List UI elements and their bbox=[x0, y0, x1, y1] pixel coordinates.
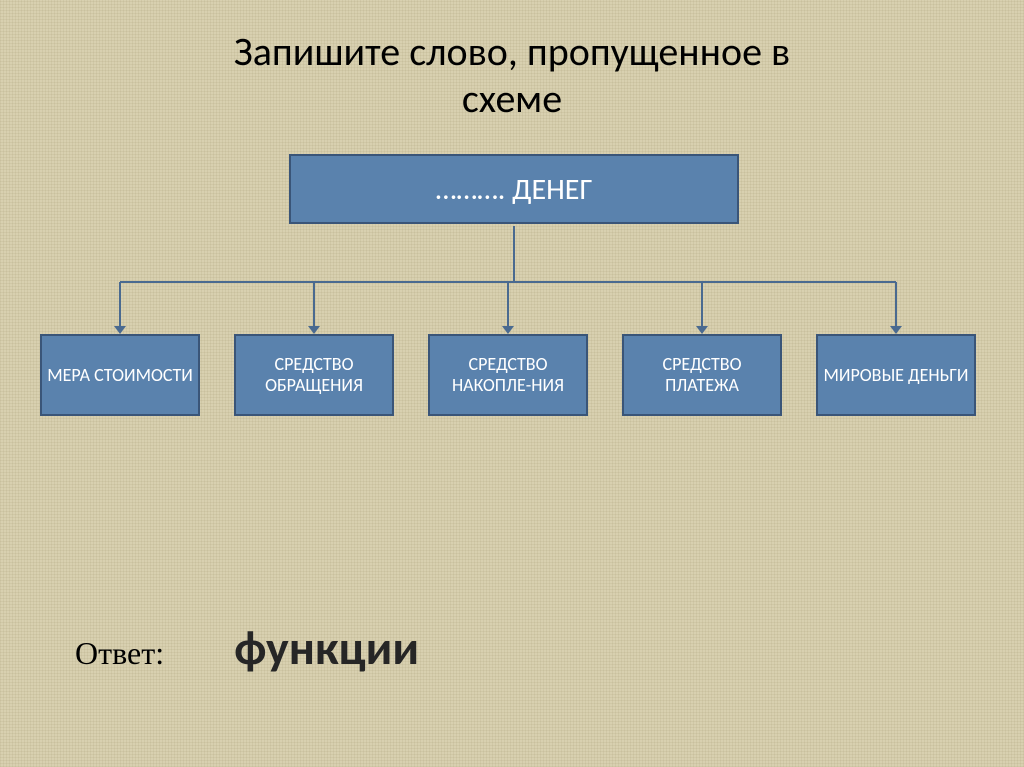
child-box-label-1: СРЕДСТВО ОБРАЩЕНИЯ bbox=[240, 354, 388, 397]
title-line-1: Запишите слово, пропущенное в bbox=[234, 27, 790, 76]
child-box-3: СРЕДСТВО ПЛАТЕЖА bbox=[622, 334, 782, 416]
child-box-4: МИРОВЫЕ ДЕНЬГИ bbox=[816, 334, 976, 416]
answer-label: Ответ: bbox=[75, 635, 164, 672]
child-box-1: СРЕДСТВО ОБРАЩЕНИЯ bbox=[234, 334, 394, 416]
child-box-label-4: МИРОВЫЕ ДЕНЬГИ bbox=[824, 365, 969, 387]
child-box-0: МЕРА СТОИМОСТИ bbox=[40, 334, 200, 416]
answer-value: функции bbox=[234, 618, 419, 677]
child-box-label-2: СРЕДСТВО НАКОПЛЕ-НИЯ bbox=[434, 354, 582, 397]
diagram-area: ………. ДЕНЕГ МЕРА СТОИМОСТИ СРЕДСТВО ОБРАЩЕ… bbox=[0, 154, 1024, 494]
answer-row: Ответ: функции bbox=[75, 618, 419, 677]
title-line-2: схеме bbox=[462, 74, 562, 123]
top-box: ………. ДЕНЕГ bbox=[289, 154, 739, 224]
child-box-2: СРЕДСТВО НАКОПЛЕ-НИЯ bbox=[428, 334, 588, 416]
top-box-label: ………. ДЕНЕГ bbox=[436, 171, 593, 208]
child-box-label-3: СРЕДСТВО ПЛАТЕЖА bbox=[628, 354, 776, 397]
slide-title: Запишите слово, пропущенное в схеме bbox=[0, 0, 1024, 122]
child-box-label-0: МЕРА СТОИМОСТИ bbox=[47, 365, 193, 387]
